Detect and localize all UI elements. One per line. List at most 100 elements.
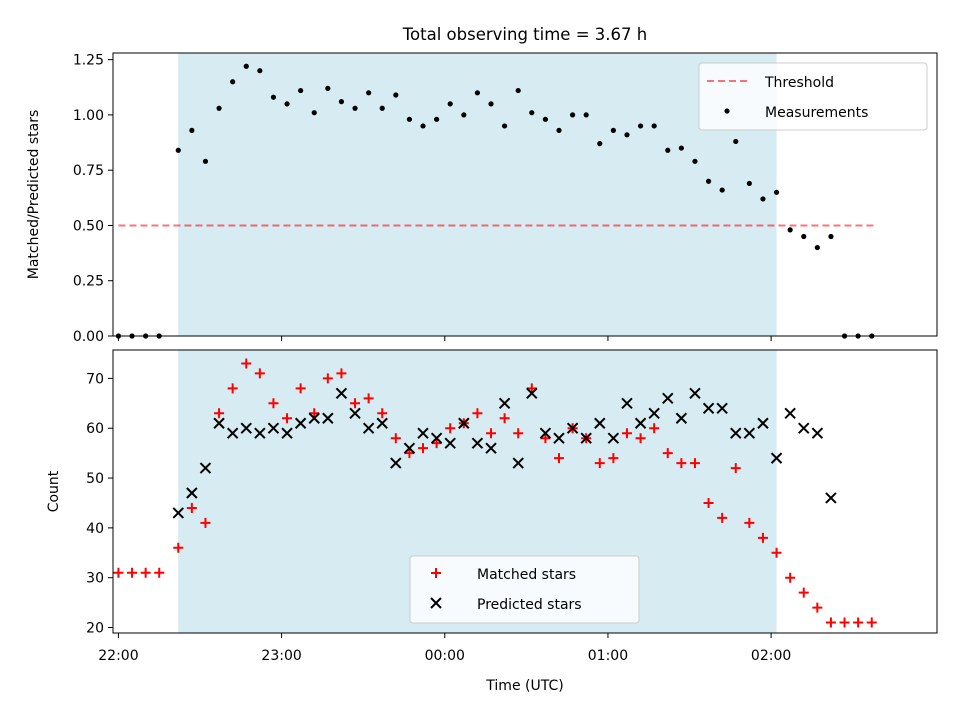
measurement-point [583, 112, 589, 118]
matched-star-point [309, 408, 320, 419]
measurement-point [746, 180, 752, 187]
predicted-star-point [716, 402, 728, 415]
matched-star-point [390, 433, 401, 444]
predicted-star-point [784, 407, 796, 419]
matched-star-point [127, 567, 138, 578]
predicted-star-point [281, 427, 293, 439]
predicted-star-point [730, 427, 742, 439]
predicted-star-point [254, 427, 266, 439]
predicted-star-point [199, 462, 212, 474]
legend-predicted-swatch [430, 597, 442, 609]
axes-frame [112, 52, 938, 337]
legend-measurements-label: Measurements [765, 105, 868, 121]
matched-star-point [499, 413, 510, 424]
predicted-star-point [322, 412, 334, 424]
measurement-point [719, 187, 725, 193]
matched-star-point [336, 368, 347, 379]
y-axis-label: Count [46, 470, 62, 512]
predicted-star-point [675, 412, 688, 424]
matched-star-point [472, 408, 483, 419]
matched-star-point [771, 547, 782, 558]
predicted-star-point [376, 417, 388, 429]
measurement-point [787, 227, 793, 233]
measurement-point [284, 101, 290, 107]
measurement-point [352, 105, 358, 111]
measurement-point [189, 127, 195, 133]
matched-star-point [268, 398, 279, 409]
matched-star-point [853, 617, 864, 628]
measurement-point [828, 233, 834, 240]
measurement-point [243, 63, 249, 69]
measurement-point [624, 132, 630, 138]
measurement-point [556, 127, 562, 133]
matched-star-point [839, 617, 850, 628]
matched-star-point [431, 438, 442, 449]
measurement-point [515, 87, 521, 94]
measurement-point [488, 101, 494, 107]
legend: Matched stars Predicted stars [409, 555, 640, 624]
measurement-point [678, 145, 684, 151]
measurement-point [406, 116, 413, 122]
top-panel: 0.00 0.25 0.50 0.75 1.00 1.25 Matched/Predicte… [26, 52, 938, 345]
predicted-star-point [349, 407, 361, 419]
predicted-star-point [226, 427, 239, 439]
matched-star-point [717, 512, 728, 523]
predicted-star-point [471, 437, 484, 449]
predicted-star-point [498, 397, 511, 410]
axes-frame [112, 349, 938, 634]
predicted-star-point [648, 407, 660, 419]
x-tick-label: 01:00 [588, 648, 628, 664]
matched-star-point [486, 428, 497, 439]
y-tick-label: 60 [86, 421, 104, 437]
matched-star-point [594, 458, 605, 469]
y-tick-label: 70 [86, 371, 104, 387]
matched-star-point [241, 358, 252, 369]
matched-star-point [282, 413, 293, 424]
matched-star-point [254, 368, 265, 379]
y-tick-label: 1.00 [73, 108, 104, 124]
y-tick-label: 20 [86, 621, 104, 637]
matched-star-point [322, 373, 333, 384]
measurement-point [637, 123, 644, 129]
y-tick-label: 30 [86, 571, 104, 587]
predicted-star-point [566, 422, 579, 434]
legend-matched-label: Matched stars [477, 567, 576, 583]
predicted-star-point [526, 387, 538, 400]
matched-star-point [798, 587, 809, 598]
x-tick-label: 23:00 [261, 648, 301, 664]
matched-star-point [553, 453, 564, 464]
predicted-star-point [743, 427, 756, 439]
bottom-panel: 22:00 23:00 00:00 01:00 02:00 20 30 40 50 60 70 Cou… [46, 349, 938, 694]
measurement-point [529, 110, 535, 116]
measurement-point [379, 105, 385, 111]
matched-star-point [703, 497, 714, 508]
legend-threshold-label: Threshold [764, 75, 834, 91]
measurement-point [230, 79, 236, 85]
measurement-point [257, 68, 263, 74]
measurement-point [502, 123, 508, 129]
matched-star-point [689, 458, 700, 469]
observing-window-shade [178, 53, 777, 336]
measurement-point [325, 85, 331, 91]
predicted-star-point [213, 417, 225, 429]
matched-star-point [744, 517, 755, 528]
predicted-star-point [594, 417, 606, 429]
legend-predicted-label: Predicted stars [477, 597, 582, 613]
matched-star-point [866, 617, 877, 628]
predicted-star-point [240, 422, 252, 434]
predicted-star-point [335, 387, 348, 400]
measurement-point [447, 101, 453, 107]
matched-star-point [513, 428, 524, 439]
measurement-point [216, 105, 222, 111]
predicted-star-point [267, 422, 280, 434]
figure-title: Total observing time = 3.67 h [402, 25, 647, 44]
matched-star-point [621, 428, 632, 439]
matched-star-point [730, 463, 741, 474]
predicted-star-point [539, 427, 552, 439]
matched-star-point [812, 602, 823, 613]
matched-star-point [200, 517, 211, 528]
measurement-point [298, 87, 304, 94]
predicted-star-point [580, 432, 592, 444]
predicted-star-point [294, 417, 307, 429]
